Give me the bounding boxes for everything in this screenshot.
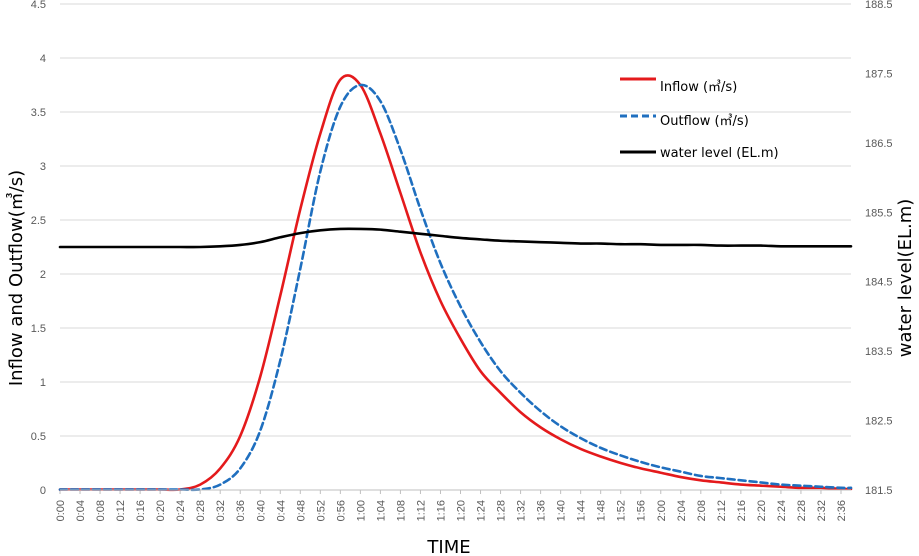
x-tick-label: 1:56 xyxy=(636,500,648,521)
x-tick-label: 0:52 xyxy=(315,500,327,521)
x-tick-label: 1:40 xyxy=(556,500,568,521)
x-tick-label: 0:08 xyxy=(95,500,107,521)
y-tick-label-left: 0 xyxy=(40,485,46,497)
x-tick-label: 2:32 xyxy=(816,500,828,521)
y-tick-label-right: 187.5 xyxy=(865,68,893,80)
series-lines xyxy=(58,74,853,492)
legend-label-inflow: Inflow (㎥/s) xyxy=(660,80,737,95)
x-tick-label: 1:28 xyxy=(496,500,508,521)
right-axis-ticks: 181.5 182.5 183.5 184.5 185.5 186.5 187.5 188.5 xyxy=(865,0,893,497)
x-tick-label: 1:08 xyxy=(395,500,407,521)
x-tick-label: 0:56 xyxy=(335,500,347,521)
x-tick-label: 2:36 xyxy=(836,500,848,521)
y-tick-label-left: 3 xyxy=(40,161,46,173)
inflow-line xyxy=(58,74,853,492)
y-tick-label-right: 184.5 xyxy=(865,277,893,289)
x-tick-label: 0:28 xyxy=(195,500,207,521)
y-tick-label-left: 0.5 xyxy=(31,431,46,443)
x-tick-label: 0:20 xyxy=(155,500,167,521)
y-tick-label-left: 2 xyxy=(40,269,46,281)
y-tick-label-left: 3.5 xyxy=(31,107,46,119)
x-tick-label: 2:24 xyxy=(776,500,788,521)
x-tick-label: 1:32 xyxy=(516,500,528,521)
y-tick-label-right: 182.5 xyxy=(865,416,893,428)
y-tick-label-left: 4 xyxy=(40,53,46,65)
x-tick-label: 0:48 xyxy=(295,500,307,521)
legend: Inflow (㎥/s) Outflow (㎥/s) water level (… xyxy=(620,77,779,161)
x-tick-label: 0:32 xyxy=(215,500,227,521)
y-tick-label-left: 1 xyxy=(40,377,46,389)
x-tick-label: 0:44 xyxy=(275,500,287,521)
x-tick-label: 0:24 xyxy=(175,500,187,521)
x-tick-label: 1:52 xyxy=(616,500,628,521)
x-tick-label: 2:28 xyxy=(796,500,808,521)
y-axis-title-left: Inflow and Outflow(㎥/s) xyxy=(6,170,27,386)
legend-label-outflow: Outflow (㎥/s) xyxy=(660,114,749,129)
y-tick-label-left: 4.5 xyxy=(31,0,46,11)
x-tick-label: 1:12 xyxy=(415,500,427,521)
x-tick-label: 1:04 xyxy=(375,500,387,521)
x-tick-label: 1:00 xyxy=(355,500,367,521)
y-tick-label-right: 181.5 xyxy=(865,485,893,497)
x-tick-label: 1:20 xyxy=(456,500,468,521)
x-tick-label: 2:16 xyxy=(736,500,748,521)
water-level-line xyxy=(58,227,853,249)
x-tick-label: 2:12 xyxy=(716,500,728,521)
x-tick-label: 0:04 xyxy=(75,500,87,521)
x-axis-ticks: 0:00 0:04 0:08 0:12 0:16 0:20 0:24 0:28 0:32 0:36… xyxy=(55,490,848,521)
x-tick-label: 2:20 xyxy=(756,500,768,521)
x-tick-label: 1:24 xyxy=(476,500,488,521)
y-tick-label-right: 185.5 xyxy=(865,207,893,219)
y-tick-label-left: 1.5 xyxy=(31,323,46,335)
x-tick-label: 0:36 xyxy=(235,500,247,521)
x-tick-label: 0:12 xyxy=(115,500,127,521)
legend-item-water-level: water level (EL.m) xyxy=(620,146,779,161)
y-tick-label-right: 188.5 xyxy=(865,0,893,11)
legend-label-water-level: water level (EL.m) xyxy=(660,146,779,161)
x-tick-label: 1:36 xyxy=(536,500,548,521)
y-axis-title-right: water level(EL.m) xyxy=(895,199,916,358)
legend-item-inflow: Inflow (㎥/s) xyxy=(620,77,737,95)
gridlines xyxy=(60,3,851,437)
y-tick-label-left: 2.5 xyxy=(31,215,46,227)
x-tick-label: 0:16 xyxy=(135,500,147,521)
left-axis-ticks: 0 0.5 1 1.5 2 2.5 3 3.5 4 4.5 xyxy=(31,0,46,497)
x-tick-label: 0:40 xyxy=(255,500,267,521)
x-tick-label: 2:08 xyxy=(696,500,708,521)
legend-item-outflow: Outflow (㎥/s) xyxy=(620,114,749,129)
x-axis-title: TIME xyxy=(426,537,470,556)
x-tick-label: 1:44 xyxy=(576,500,588,521)
y-tick-label-right: 186.5 xyxy=(865,138,893,150)
x-tick-label: 1:16 xyxy=(435,500,447,521)
x-tick-label: 2:00 xyxy=(656,500,668,521)
x-tick-label: 0:00 xyxy=(55,500,67,521)
x-tick-label: 2:04 xyxy=(676,500,688,521)
x-tick-label: 1:48 xyxy=(596,500,608,521)
y-tick-label-right: 183.5 xyxy=(865,346,893,358)
